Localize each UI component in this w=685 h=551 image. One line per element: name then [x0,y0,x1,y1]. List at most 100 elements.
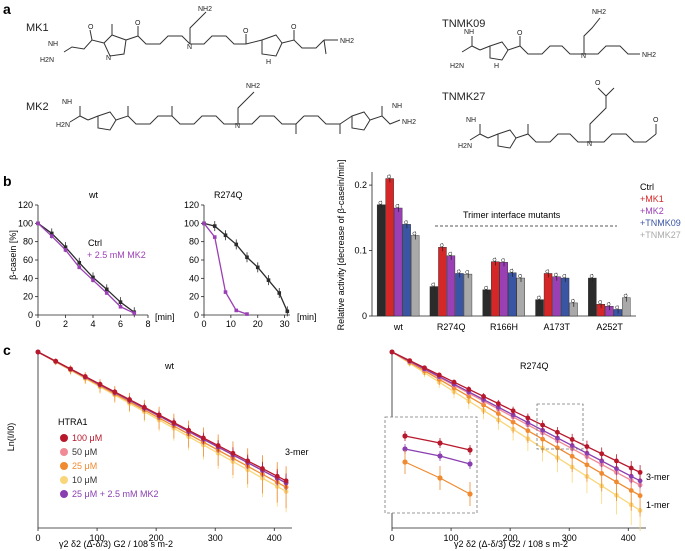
replicate-point [509,268,514,273]
x-tick-label: 200 [149,533,164,543]
data-point [481,394,486,399]
svg-text:NH2: NH2 [642,52,656,59]
replicate-point [545,269,550,274]
compound-name-tnmk27: TNMK27 [442,91,485,103]
data-point [77,265,82,270]
data-point [132,311,137,315]
y-tick-label: 40 [189,273,199,283]
data-point [451,379,457,385]
legend-ctrl: Ctrl [88,238,102,248]
inset-point [467,461,473,467]
data-point [614,458,619,464]
data-point [495,401,501,406]
chart-b-r274q: R274Q 0 20 40 60 80 100 120 0 10 20 30 [min] [184,190,317,329]
legend-mk2: +MK2 [640,206,664,216]
svg-text:N: N [587,141,592,148]
replicate-point [623,293,628,298]
bar [463,273,473,317]
chart-title: wt [88,190,98,200]
data-point [215,443,221,448]
bar [438,247,447,317]
bar [508,272,517,317]
data-point [525,415,531,421]
svg-text:O: O [243,28,249,35]
data-point [36,221,40,226]
x-tick-label: 100 [444,533,459,543]
plot-area: 0 100 200 300 400 [35,349,292,543]
svg-text:H: H [266,59,271,66]
inset-point [437,453,443,459]
data-point [141,404,147,410]
y-axis-label: Relative activity [decrease of β-casein/… [336,160,346,331]
panel-label-c: c [3,342,11,358]
y-tick-label: 100 [18,218,33,228]
series-line [37,222,135,314]
data-point [637,478,643,484]
data-point [223,290,228,294]
series-line [37,222,135,313]
bar [516,277,525,317]
inset-point [402,433,408,439]
data-point [436,372,442,378]
legend-tnmk09: +TNMK09 [640,218,681,228]
data-point [156,412,162,418]
svg-text:NH: NH [466,117,476,124]
bar [543,273,553,317]
data-point [118,304,123,309]
data-point [91,275,95,280]
svg-text:N: N [106,55,111,62]
replicate-point [431,282,436,287]
data-point [266,278,271,282]
inset-point [402,459,408,465]
x-tick-label: 300 [208,533,223,543]
replicate-point [484,285,488,290]
data-point [584,450,590,456]
data-point [495,411,501,416]
svg-text:H2N: H2N [450,63,464,70]
legend-10: 10 μM [72,475,97,485]
y-tick-label: 0.1 [354,246,367,256]
data-point [628,465,634,471]
x-tick-label: 0 [389,533,394,543]
svg-text:H: H [494,63,499,70]
fit-line [391,351,641,497]
x-tick-label: 6 [118,319,123,329]
replicate-point [378,200,383,205]
y-tick-label: 0 [362,311,367,321]
legend-marker [60,490,68,498]
data-point [49,231,54,236]
inset [402,431,473,506]
fit-label: 3-mer [285,447,309,457]
x-tick-label: 4 [90,319,95,329]
structure-mk1 [63,11,338,57]
svg-text:O: O [595,80,601,87]
legend-50: 50 μM [72,447,97,457]
replicate-point [465,270,470,274]
replicate-point [492,257,497,262]
svg-text:NH: NH [48,41,58,48]
bar [588,277,597,317]
legend-marker [60,448,68,456]
data-point [554,429,560,435]
data-point [569,437,575,442]
x-tick-label: 0 [201,319,206,329]
data-point [97,381,103,387]
data-point [212,224,217,228]
data-point [599,470,605,476]
data-point [171,420,177,425]
data-point [540,436,546,442]
legend-title: HTRA1 [58,417,88,427]
legend-tnmk27: +TNMK27 [640,230,681,240]
data-point [234,242,239,247]
bar [393,207,403,317]
svg-text:H2N: H2N [40,57,54,64]
x-tick-label: A252T [596,322,623,332]
plot-area: 0 20 40 60 80 100 120 0 10 20 30 [184,200,290,329]
legend: HTRA1 100 μM 50 μM 25 μM 10 μM 25 μM + 2… [58,417,158,499]
fit-line [391,351,641,473]
y-tick-label: 0.2 [354,180,367,190]
y-tick-label: 120 [184,200,199,210]
x-tick-label: 20 [253,319,263,329]
data-point [255,265,260,270]
legend-mk2: + 2.5 mM MK2 [87,250,146,260]
